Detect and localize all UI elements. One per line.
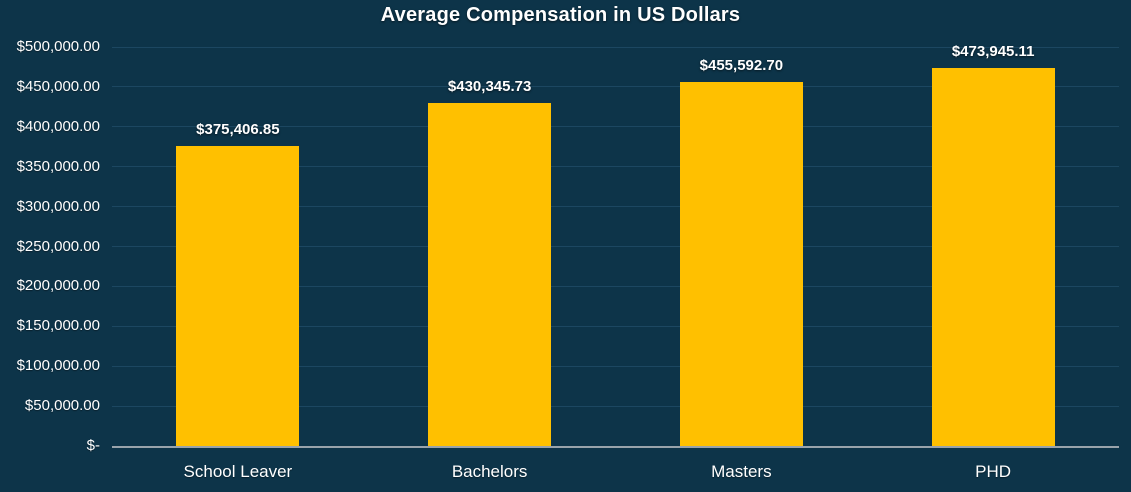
gridline (112, 405, 1119, 407)
gridline (112, 285, 1119, 287)
x-category-label: Masters (711, 462, 772, 481)
chart-title: Average Compensation in US Dollars (380, 4, 741, 26)
y-tick-label: $450,000.00 (16, 77, 100, 95)
bar-value-label: $455,592.70 (699, 57, 784, 75)
bar-value-label: $473,945.11 (951, 42, 1035, 60)
bar (176, 146, 300, 446)
x-category-label: PHD (975, 462, 1012, 481)
bar (428, 102, 552, 446)
y-tick-label: $500,000.00 (16, 38, 100, 55)
gridline (112, 206, 1119, 208)
bar (679, 82, 803, 446)
y-axis: $500,000.00 $450,000.00 $400,000.00 $350,00… (0, 38, 100, 454)
bar-value-label: $375,406.85 (196, 121, 280, 139)
x-category-label: School Leaver (183, 462, 293, 481)
y-tick-label: $200,000.00 (16, 277, 100, 295)
gridline (112, 246, 1119, 247)
y-tick-label: $300,000.00 (16, 197, 100, 215)
gridline (112, 325, 1119, 327)
y-tick-label: $50,000.00 (24, 397, 100, 415)
x-category-label: Bachelors (451, 462, 528, 481)
y-tick-label: $250,000.00 (16, 237, 100, 255)
y-tick-label: $150,000.00 (16, 317, 100, 335)
y-tick-label: $400,000.00 (16, 117, 100, 135)
y-tick-label: $- (86, 437, 100, 454)
gridline (112, 86, 1119, 88)
gridline (112, 126, 1119, 128)
gridline (112, 46, 1119, 48)
bar (931, 67, 1055, 446)
bar-value-label: $430,345.73 (447, 77, 532, 95)
gridline (112, 365, 1119, 367)
gridline (112, 166, 1119, 168)
y-tick-label: $100,000.00 (16, 357, 100, 375)
plot-area: $375,406.85 $430,345.73 $455,592.70 $473,94… (112, 43, 1119, 448)
y-tick-label: $350,000.00 (16, 157, 100, 175)
x-axis: School Leaver Bachelors Masters PHD (112, 448, 1119, 488)
